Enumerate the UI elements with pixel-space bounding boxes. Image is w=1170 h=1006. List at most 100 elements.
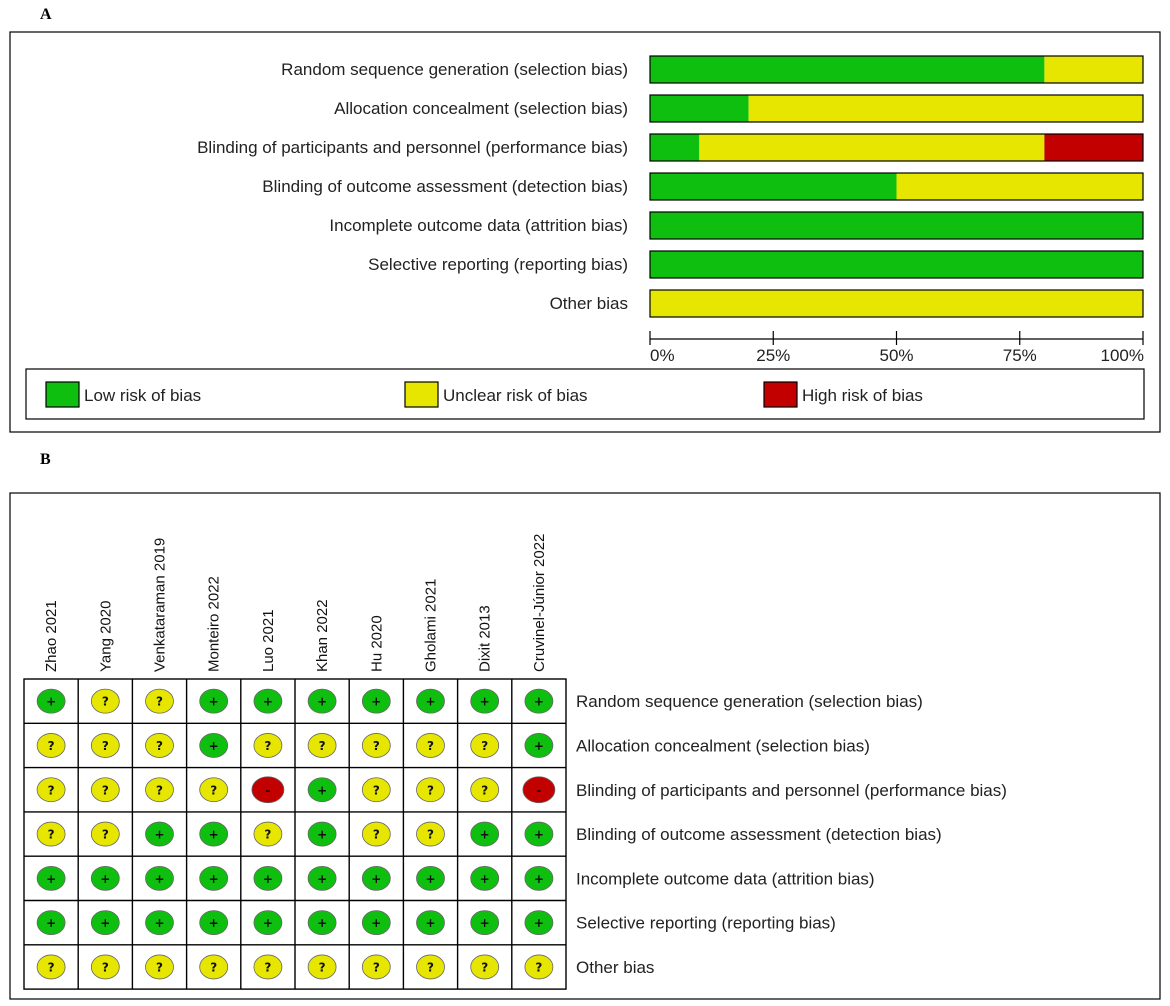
judgement-symbol: ? (427, 960, 434, 974)
judgement-dot (307, 954, 337, 980)
panel-label-a: A (40, 6, 52, 23)
judgement-dot (145, 954, 174, 980)
judgement-low: + (470, 821, 500, 847)
study-label: Yang 2020 (97, 601, 114, 672)
judgement-dot (36, 733, 66, 758)
judgement-dot (361, 910, 391, 936)
judgement-low: + (307, 865, 337, 891)
judgement-symbol: + (317, 695, 327, 709)
domain-label: Blinding of participants and personnel (… (576, 781, 1007, 800)
bar-label: Blinding of participants and personnel (… (197, 138, 628, 157)
domain-label: Allocation concealment (selection bias) (576, 736, 870, 755)
judgement-unclear: ? (145, 777, 174, 803)
judgement-dot (251, 776, 285, 804)
judgement-dot (253, 954, 283, 980)
legend-label: Low risk of bias (84, 386, 201, 405)
judgement-symbol: ? (264, 960, 271, 974)
judgement-unclear: ? (145, 688, 174, 714)
legend-label: High risk of bias (802, 386, 923, 405)
judgement-symbol: + (425, 695, 435, 709)
bar-segment-low (650, 212, 1143, 239)
judgement-low: + (307, 688, 337, 714)
study-label: Luo 2021 (260, 609, 277, 672)
legend-frame (25, 368, 1145, 420)
judgement-low: + (470, 865, 500, 891)
judgement-symbol: + (425, 872, 435, 886)
study-label: Zhao 2021 (43, 600, 60, 672)
judgement-dot (36, 821, 66, 847)
judgement-dot (199, 733, 229, 758)
judgement-unclear: ? (253, 733, 283, 758)
bar-segment-unclear (699, 134, 1045, 161)
panel-b-frame (9, 492, 1161, 1000)
judgement-dot (307, 821, 337, 847)
judgement-dot (416, 954, 445, 980)
judgement-symbol: + (534, 916, 544, 930)
bar-segment-unclear (896, 173, 1143, 200)
x-tick-label: 75% (1003, 346, 1037, 365)
judgement-unclear: ? (470, 954, 500, 980)
judgement-symbol: ? (319, 960, 326, 974)
judgement-unclear: ? (36, 954, 66, 980)
judgement-symbol: ? (373, 739, 380, 753)
judgement-dot (522, 776, 556, 804)
study-label: Monteiro 2022 (206, 576, 223, 672)
judgement-low: + (90, 910, 120, 936)
judgement-dot (36, 910, 66, 936)
judgement-dot (307, 865, 337, 891)
bar-outline (649, 94, 1144, 123)
judgement-dot (145, 777, 174, 803)
bar-segment-unclear (748, 95, 1143, 122)
judgement-dot (524, 954, 554, 980)
judgement-dot (36, 865, 66, 891)
judgement-unclear: ? (416, 954, 445, 980)
judgement-symbol: + (46, 872, 56, 886)
judgement-symbol: ? (319, 739, 326, 753)
judgement-low: + (199, 733, 229, 758)
judgement-dot (470, 688, 500, 714)
judgement-symbol: ? (102, 783, 109, 797)
judgement-dot (361, 777, 391, 803)
judgement-dot (145, 821, 174, 847)
judgement-dot (361, 733, 391, 758)
judgement-symbol: ? (102, 960, 109, 974)
judgement-unclear: ? (470, 733, 500, 758)
bar-segment-low (650, 173, 897, 200)
bar-outline (649, 172, 1144, 201)
judgement-dot (199, 954, 229, 980)
judgement-symbol: ? (427, 739, 434, 753)
judgement-symbol: + (480, 916, 490, 930)
judgement-dot (90, 688, 120, 714)
bar-segment-unclear (650, 290, 1143, 317)
judgement-symbol: + (100, 872, 110, 886)
judgement-low: + (253, 910, 283, 936)
judgement-unclear: ? (199, 954, 229, 980)
judgement-dot (470, 954, 500, 980)
judgement-symbol: ? (156, 739, 163, 753)
judgement-high: - (522, 776, 556, 804)
judgement-dot (253, 821, 283, 847)
bar-outline (649, 211, 1144, 240)
judgement-low: + (524, 821, 554, 847)
judgement-symbol: + (263, 916, 273, 930)
judgement-dot (524, 910, 554, 936)
judgement-symbol: ? (210, 960, 217, 974)
judgement-symbol: ? (156, 783, 163, 797)
judgement-symbol: ? (481, 960, 488, 974)
judgement-symbol: + (154, 916, 164, 930)
judgement-dot (524, 865, 554, 891)
legend-swatch (404, 381, 439, 408)
study-label: Hu 2020 (368, 615, 385, 672)
judgement-symbol: + (534, 695, 544, 709)
judgement-symbol: + (209, 695, 219, 709)
judgement-dot (524, 688, 554, 714)
bar-label: Other bias (550, 294, 628, 313)
judgement-dot (416, 910, 445, 936)
bar-segment-high (1044, 134, 1143, 161)
judgement-low: + (361, 865, 391, 891)
legend-label: Unclear risk of bias (443, 386, 588, 405)
judgement-unclear: ? (253, 821, 283, 847)
judgement-dot (90, 733, 120, 758)
judgement-low: + (470, 910, 500, 936)
